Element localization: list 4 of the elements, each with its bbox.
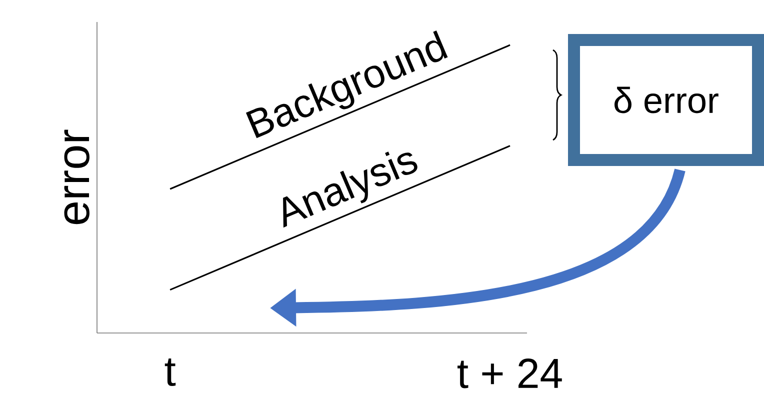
y-axis-title: error (64, 130, 90, 224)
x-tick-label: t + 24 (458, 358, 562, 388)
x-tick-label: t (164, 358, 176, 386)
text: δ error (614, 86, 718, 114)
